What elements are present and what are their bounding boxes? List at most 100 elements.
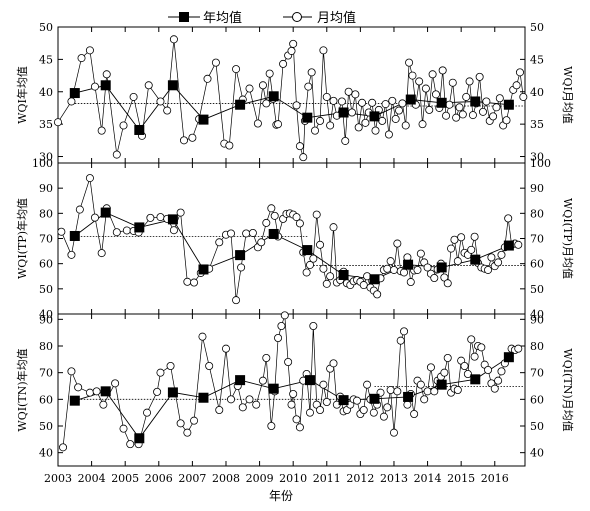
monthly-point	[304, 82, 313, 91]
monthly-point	[97, 126, 106, 135]
y-tick-label-left: 90	[39, 313, 53, 326]
monthly-point	[386, 257, 395, 266]
annual-point	[503, 240, 514, 251]
monthly-point	[190, 416, 199, 425]
monthly-point	[262, 99, 271, 108]
monthly-point	[277, 321, 286, 330]
y-tick-label-left: 60	[39, 393, 53, 406]
x-tick-label: 2004	[78, 472, 106, 485]
y-tick-label-right: 50	[530, 21, 544, 34]
monthly-point	[54, 118, 63, 127]
monthly-point	[359, 281, 368, 290]
monthly-point	[284, 357, 293, 366]
monthly-point	[447, 244, 456, 253]
monthly-point	[203, 74, 212, 83]
monthly-point	[156, 213, 165, 222]
monthly-point	[85, 46, 94, 55]
monthly-point	[420, 395, 429, 404]
y-tick-label-right: 50	[530, 283, 544, 296]
monthly-point	[307, 68, 316, 77]
monthly-point	[169, 35, 178, 44]
monthly-point	[326, 272, 335, 281]
annual-series-line	[74, 84, 509, 131]
monthly-point	[475, 72, 484, 81]
annual-point	[100, 207, 111, 218]
monthly-point	[319, 380, 328, 389]
monthly-point	[309, 321, 318, 330]
monthly-point	[258, 376, 267, 385]
monthly-point	[316, 240, 325, 249]
monthly-point	[408, 71, 417, 80]
x-tick-label: 2011	[313, 472, 341, 485]
monthly-point	[363, 380, 372, 389]
annual-point	[338, 107, 349, 118]
x-tick-label: 2014	[414, 472, 442, 485]
monthly-point	[440, 368, 449, 377]
monthly-point	[415, 77, 424, 86]
monthly-point	[413, 265, 422, 274]
monthly-point	[484, 365, 493, 374]
y-tick-label-right: 90	[530, 182, 544, 195]
monthly-point	[470, 352, 479, 361]
x-tick-label: 2013	[380, 472, 408, 485]
monthly-point	[221, 344, 230, 353]
monthly-point	[445, 100, 454, 109]
monthly-point	[262, 353, 271, 362]
monthly-point	[163, 106, 172, 115]
monthly-point	[514, 240, 523, 249]
monthly-point	[190, 278, 199, 287]
monthly-point	[514, 344, 523, 353]
monthly-point	[457, 233, 466, 242]
monthly-point	[183, 428, 192, 437]
y-tick-label-right: 80	[530, 207, 544, 220]
monthly-point	[179, 136, 188, 145]
annual-point	[198, 264, 209, 275]
monthly-point	[396, 336, 405, 345]
y-tick-label-right: 60	[530, 393, 544, 406]
annual-point	[69, 395, 80, 406]
monthly-point	[453, 385, 462, 394]
monthly-point	[383, 264, 392, 273]
monthly-point	[205, 361, 214, 370]
y-axis-label-left: WQI(TN)年均值	[15, 348, 29, 431]
annual-point	[338, 269, 349, 280]
x-tick-label: 2016	[481, 472, 509, 485]
annual-point	[369, 393, 380, 404]
y-tick-label-left: 70	[39, 233, 53, 246]
y-tick-label-right: 50	[530, 420, 544, 433]
monthly-point	[329, 359, 338, 368]
monthly-point	[393, 239, 402, 248]
y-tick-label-left: 80	[39, 340, 53, 353]
annual-point	[302, 112, 313, 123]
y-axis-label-left: WQI年均值	[15, 66, 29, 124]
y-tick-label-right: 45	[530, 53, 544, 66]
legend-monthly-label: 月均值	[317, 10, 356, 26]
monthly-point	[504, 214, 513, 223]
annual-point	[302, 245, 313, 256]
monthly-point	[450, 235, 459, 244]
annual-point	[268, 228, 279, 239]
monthly-point	[442, 111, 451, 120]
monthly-point	[389, 265, 398, 274]
y-tick-label-left: 60	[39, 258, 53, 271]
panel-3: 40 40 50 50 60 60 70 70 80 80 90 90 2003 2004 2005 2006…	[15, 311, 574, 485]
monthly-point	[428, 70, 437, 79]
annual-point	[167, 80, 178, 91]
y-tick-label-left: 35	[39, 118, 53, 131]
annual-point	[436, 97, 447, 108]
monthly-point	[102, 70, 111, 79]
monthly-point	[312, 210, 321, 219]
monthly-point	[274, 333, 283, 342]
monthly-point	[262, 218, 271, 227]
monthly-point	[519, 92, 528, 101]
y-tick-label-right: 70	[530, 367, 544, 380]
monthly-point	[361, 118, 370, 127]
monthly-point	[287, 400, 296, 409]
monthly-point	[295, 219, 304, 228]
monthly-point	[112, 228, 121, 237]
monthly-point	[144, 81, 153, 90]
y-tick-label-left: 50	[39, 420, 53, 433]
annual-point	[235, 375, 246, 386]
monthly-point	[77, 54, 86, 63]
monthly-point	[497, 250, 506, 259]
